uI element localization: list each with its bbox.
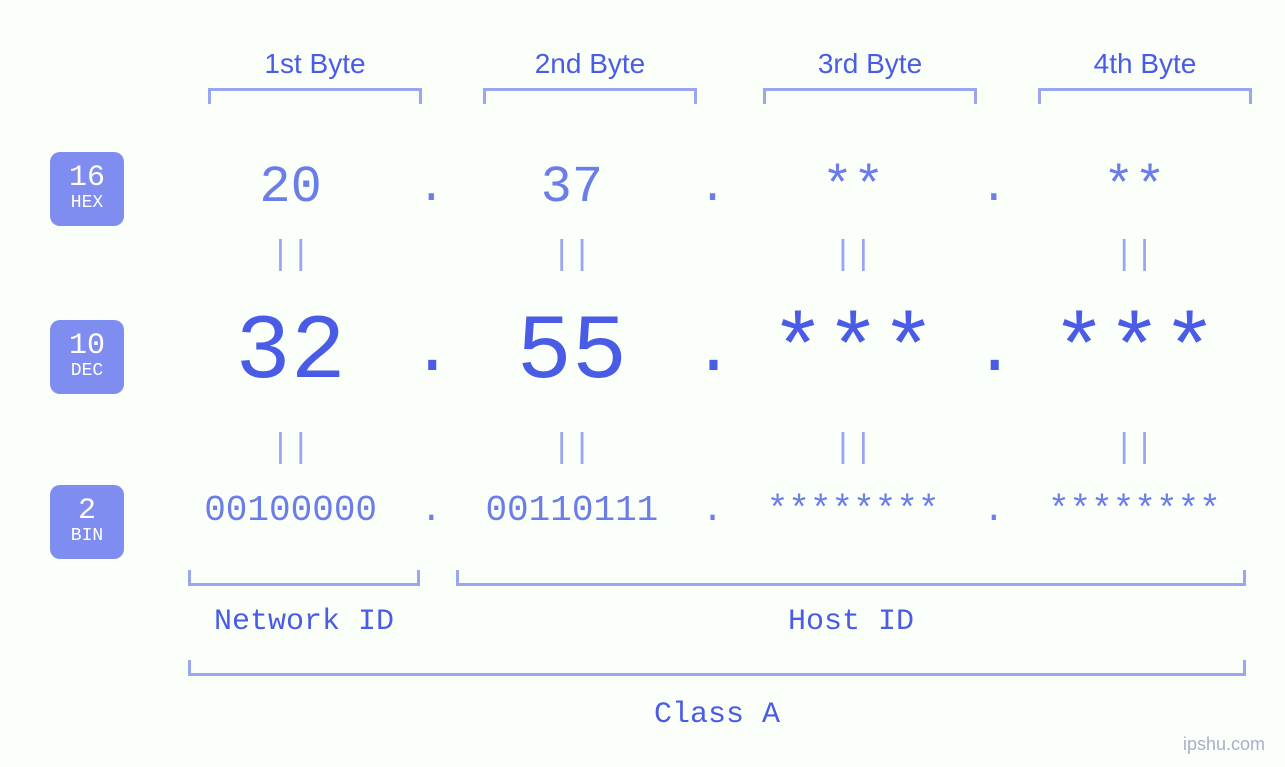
bin-sep-3: .: [974, 490, 1014, 531]
dec-byte-1: 32: [170, 300, 411, 405]
hex-sep-1: .: [411, 162, 451, 214]
hex-row: 20 . 37 . ** . **: [170, 158, 1255, 217]
equals-row-1: || || || ||: [170, 237, 1255, 275]
eq2-1: ||: [170, 430, 411, 468]
diagram-root: 1st Byte 2nd Byte 3rd Byte 4th Byte 16 H…: [0, 0, 1285, 767]
bin-sep-2: .: [693, 490, 733, 531]
network-id-label: Network ID: [188, 605, 420, 639]
hex-byte-1: 20: [170, 158, 411, 217]
badge-hex-label: HEX: [71, 193, 103, 215]
class-label: Class A: [188, 698, 1246, 732]
dec-byte-2: 55: [451, 300, 692, 405]
dec-sep-3: .: [974, 313, 1014, 392]
dec-sep-2: .: [693, 313, 733, 392]
badge-hex: 16 HEX: [50, 152, 124, 226]
host-id-label: Host ID: [456, 605, 1246, 639]
badge-dec: 10 DEC: [50, 320, 124, 394]
byte-header-1: 1st Byte: [205, 48, 425, 80]
top-bracket-2: [483, 88, 697, 104]
bin-sep-1: .: [411, 490, 451, 531]
bin-byte-4: ********: [1014, 490, 1255, 531]
dec-byte-3: ***: [733, 300, 974, 405]
badge-bin-base: 2: [78, 496, 96, 526]
dec-row: 32 . 55 . *** . ***: [170, 300, 1255, 405]
equals-row-2: || || || ||: [170, 430, 1255, 468]
hex-byte-2: 37: [451, 158, 692, 217]
dec-sep-1: .: [411, 313, 451, 392]
bin-byte-2: 00110111: [451, 490, 692, 531]
host-id-bracket: [456, 570, 1246, 586]
hex-byte-4: **: [1014, 158, 1255, 217]
hex-sep-3: .: [974, 162, 1014, 214]
byte-header-3: 3rd Byte: [760, 48, 980, 80]
eq2-4: ||: [1014, 430, 1255, 468]
eq1-2: ||: [451, 237, 692, 275]
dec-byte-4: ***: [1014, 300, 1255, 405]
hex-sep-2: .: [693, 162, 733, 214]
bin-byte-1: 00100000: [170, 490, 411, 531]
hex-byte-3: **: [733, 158, 974, 217]
top-bracket-3: [763, 88, 977, 104]
badge-dec-label: DEC: [71, 361, 103, 383]
top-bracket-1: [208, 88, 422, 104]
top-bracket-4: [1038, 88, 1252, 104]
badge-bin: 2 BIN: [50, 485, 124, 559]
badge-dec-base: 10: [69, 331, 105, 361]
byte-header-2: 2nd Byte: [480, 48, 700, 80]
eq1-3: ||: [733, 237, 974, 275]
eq1-4: ||: [1014, 237, 1255, 275]
network-id-bracket: [188, 570, 420, 586]
watermark: ipshu.com: [1183, 734, 1265, 755]
class-bracket: [188, 660, 1246, 676]
eq2-2: ||: [451, 430, 692, 468]
eq2-3: ||: [733, 430, 974, 468]
badge-bin-label: BIN: [71, 526, 103, 548]
bin-byte-3: ********: [733, 490, 974, 531]
byte-header-4: 4th Byte: [1035, 48, 1255, 80]
badge-hex-base: 16: [69, 163, 105, 193]
eq1-1: ||: [170, 237, 411, 275]
bin-row: 00100000 . 00110111 . ******** . *******…: [170, 490, 1255, 531]
